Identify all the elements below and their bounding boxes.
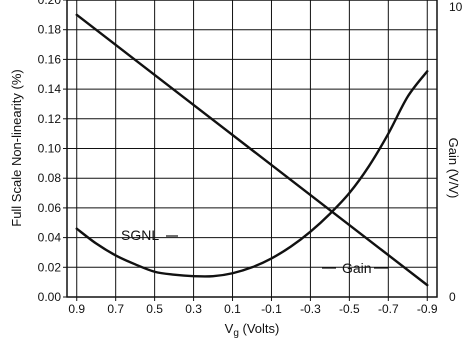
y2-tick-label: 0	[449, 290, 456, 304]
y2-tick-label: 10	[449, 0, 463, 14]
x-tick-label: -0.9	[417, 302, 438, 316]
y-tick-label: 0.18	[38, 23, 62, 37]
y-tick-label: 0.16	[38, 52, 62, 66]
series-line-gain	[75, 13, 429, 287]
gain-annotation: Gain	[322, 260, 388, 276]
y2-axis-label: Gain (V/V)	[446, 138, 461, 199]
y-tick-label: 0.02	[38, 260, 62, 274]
x-tick-label: 0.7	[107, 302, 124, 316]
x-tick-label: -0.1	[261, 302, 282, 316]
y2-axis-ticks: 0 10	[449, 0, 463, 304]
series	[75, 13, 429, 287]
y-tick-label: 0.20	[38, 0, 62, 7]
series-label-sgnl: SGNL	[121, 227, 159, 243]
x-tick-label: -0.3	[300, 302, 321, 316]
x-axis-ticks: 0.9 0.7 0.5 0.3 0.1 -0.1 -0.3 -0.5 -0.7 -0.9	[68, 297, 438, 316]
sgnl-annotation: SGNL	[121, 227, 178, 243]
x-tick-label: -0.7	[378, 302, 399, 316]
y-tick-label: 0.06	[38, 201, 62, 215]
x-tick-label: 0.1	[224, 302, 241, 316]
x-axis-label-sub: g	[233, 328, 239, 339]
x-tick-label: 0.3	[185, 302, 202, 316]
x-axis-label-main: V	[225, 321, 234, 336]
x-tick-label: 0.5	[146, 302, 163, 316]
x-axis-label-units: (Volts)	[239, 321, 279, 336]
y-axis-ticks: 0.00 0.02 0.04 0.06 0.08 0.10 0.12 0.14 0.16 0.18…	[38, 0, 67, 304]
y-tick-label: 0.10	[38, 142, 62, 156]
y-tick-label: 0.08	[38, 171, 62, 185]
y-tick-label: 0.04	[38, 231, 62, 245]
y-axis-label: Full Scale Non-linearity (%)	[9, 69, 24, 227]
y-tick-label: 0.14	[38, 82, 62, 96]
y-tick-label: 0.00	[38, 290, 62, 304]
series-label-gain: Gain	[342, 260, 372, 276]
y-tick-label: 0.12	[38, 112, 62, 126]
series-line-sgnl	[75, 70, 429, 278]
x-tick-label: -0.5	[339, 302, 360, 316]
x-axis-label: Vg (Volts)	[225, 321, 280, 339]
x-tick-label: 0.9	[68, 302, 85, 316]
